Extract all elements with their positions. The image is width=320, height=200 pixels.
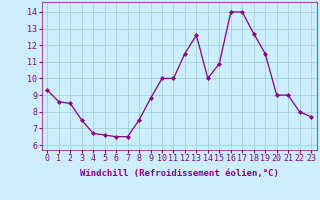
- X-axis label: Windchill (Refroidissement éolien,°C): Windchill (Refroidissement éolien,°C): [80, 169, 279, 178]
